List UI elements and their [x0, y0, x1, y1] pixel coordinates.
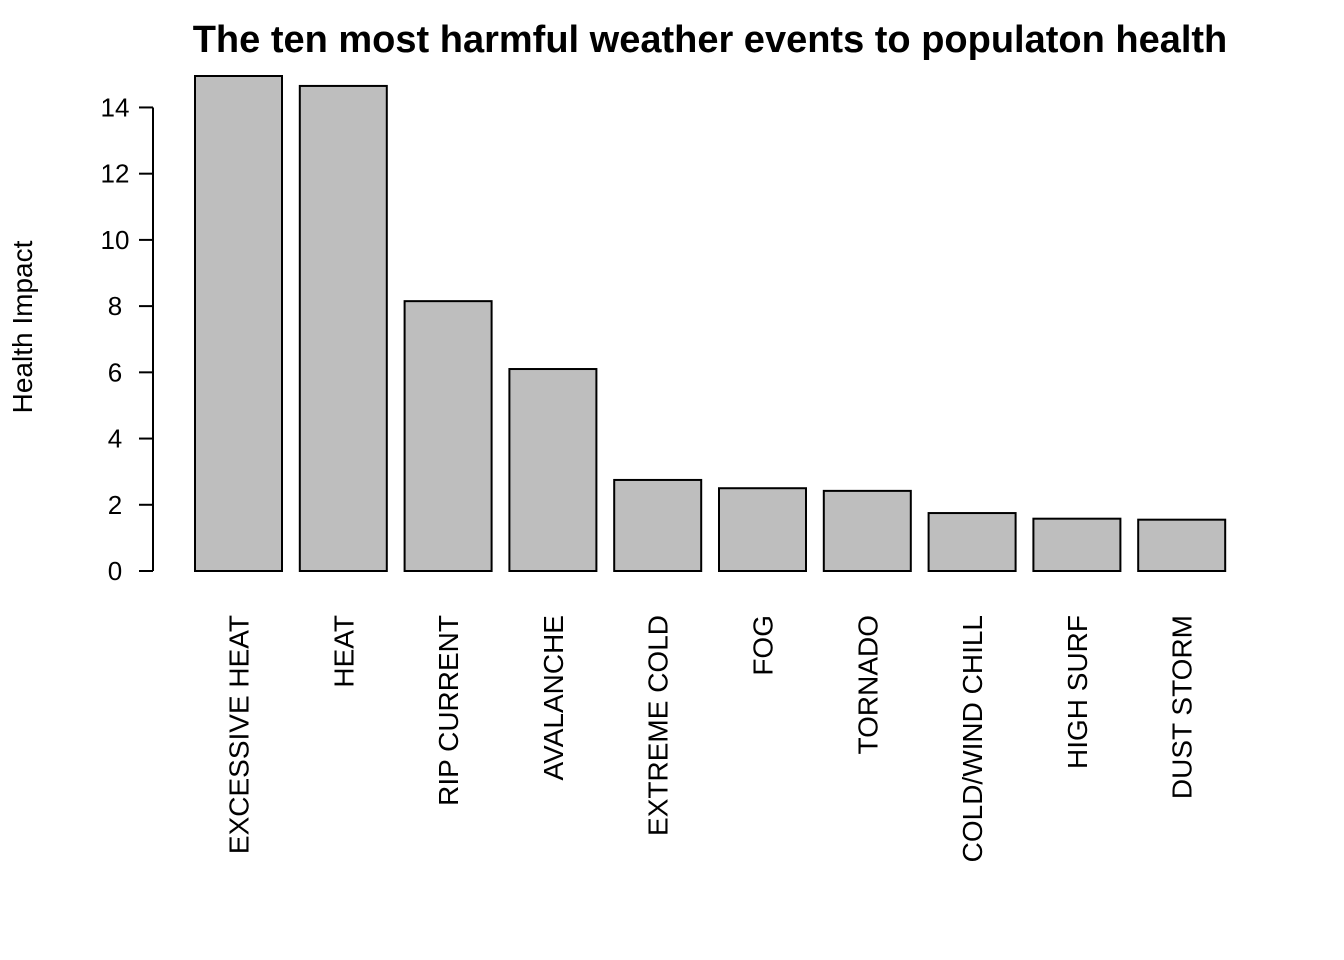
y-tick-label: 2 — [108, 490, 122, 520]
category-label: EXCESSIVE HEAT — [224, 615, 255, 854]
bar-heat — [298, 84, 388, 573]
bar-fog — [718, 487, 807, 573]
y-tick-label: 14 — [101, 92, 130, 122]
y-tick-label: 12 — [101, 159, 130, 189]
y-tick-label: 6 — [108, 357, 122, 387]
bar-tornado — [822, 489, 912, 573]
category-label: RIP CURRENT — [433, 615, 464, 806]
y-tick-label: 0 — [108, 556, 122, 586]
bar-excessive-heat — [194, 75, 283, 572]
bar-rip-current — [403, 300, 493, 572]
y-tick-label: 4 — [108, 424, 122, 454]
category-label: TORNADO — [852, 615, 883, 755]
bars — [194, 75, 1227, 573]
y-axis: 0 2 4 6 8 10 12 14 — [101, 92, 154, 586]
y-tick-label: 8 — [108, 291, 122, 321]
category-label: FOG — [748, 615, 779, 676]
category-label: HIGH SURF — [1062, 615, 1093, 769]
bar-avalanche — [508, 368, 598, 573]
bar-dust-storm — [1137, 518, 1227, 573]
chart-title: The ten most harmful weather events to p… — [193, 19, 1228, 61]
bar-cold-wind-chill — [927, 512, 1017, 573]
y-tick-label: 10 — [101, 225, 130, 255]
category-label: HEAT — [328, 615, 359, 688]
category-label: EXTREME COLD — [643, 615, 674, 836]
category-label: DUST STORM — [1167, 615, 1198, 799]
category-labels: EXCESSIVE HEAT HEAT RIP CURRENT AVALANCHE EX… — [224, 615, 1198, 862]
bar-high-surf — [1032, 517, 1122, 572]
y-axis-label: Health Impact — [7, 240, 38, 413]
bar-extreme-cold — [613, 478, 703, 573]
category-label: AVALANCHE — [538, 615, 569, 780]
category-label: COLD/WIND CHILL — [957, 615, 988, 862]
